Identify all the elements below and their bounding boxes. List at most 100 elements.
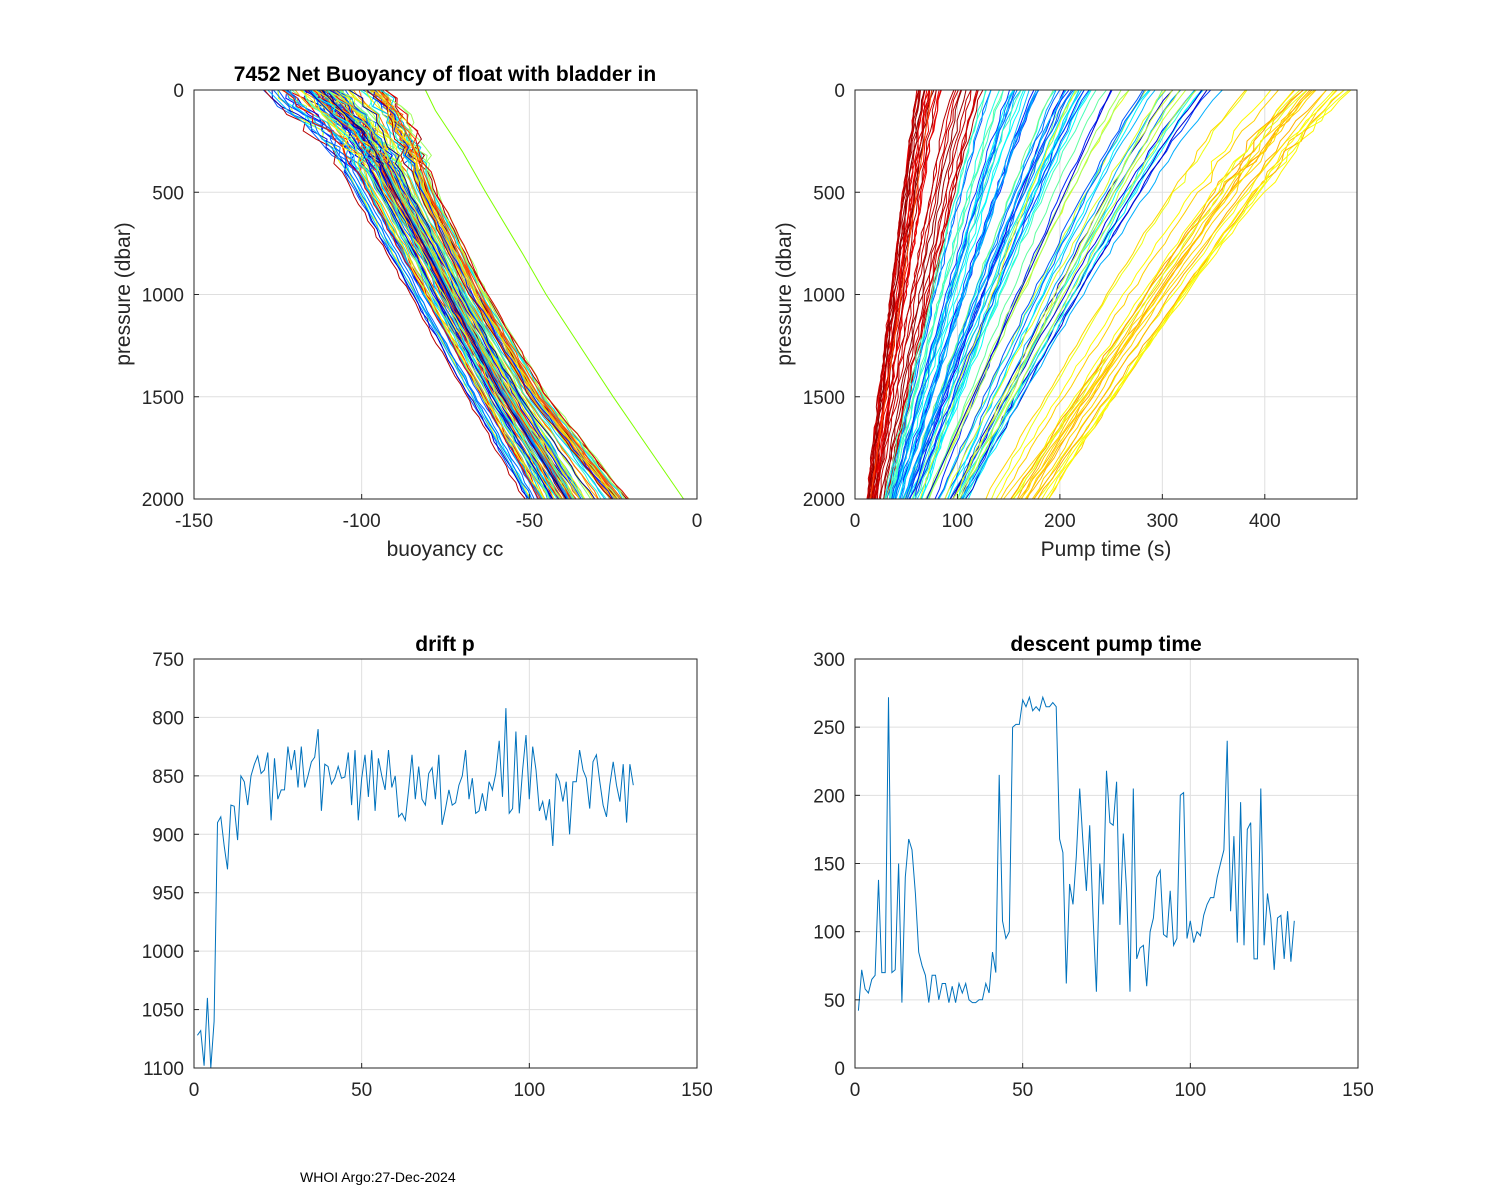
buoyancy-profile-line: [299, 89, 545, 500]
pumptime-profile-line: [878, 89, 962, 500]
pumptime-xtick-label-0: 0: [850, 511, 861, 532]
buoyancy-rep-profile-6: [424, 89, 685, 500]
buoyancy-xtick-label-3: 0: [692, 511, 703, 532]
pumptime-ytick-label-4: 2000: [803, 490, 845, 511]
buoyancy-rep-profile-0: [267, 89, 530, 500]
buoyancy-ytick-label-0: 0: [173, 81, 184, 102]
pumptime-rep-profile-4: [1003, 89, 1327, 500]
driftp-ytick-label-0: 750: [152, 650, 184, 671]
buoyancy-profile-line: [302, 89, 552, 500]
buoyancy-profile-line: [377, 89, 623, 500]
driftp-gridlines: [193, 658, 698, 1069]
descentpump-ytick-label-6: 300: [813, 650, 845, 671]
pumptime-rep-profile-0: [869, 89, 933, 500]
descentpump-xtick-label-3: 150: [1342, 1080, 1374, 1101]
descentpump-line: [857, 695, 1295, 1011]
driftp-ytick-label-3: 900: [152, 825, 184, 846]
pumptime-profile-line: [1010, 89, 1295, 500]
descentpump-ticks: 0 50 100 150 0 50 100 150 200 250 300: [813, 650, 1374, 1101]
descentpump-ytick-label-3: 150: [813, 855, 845, 876]
pumptime-profile-line: [909, 89, 1076, 500]
pumptime-profile-line: [906, 89, 1073, 500]
pumptime-profile-line: [902, 89, 1057, 500]
pumptime-profile-line: [1026, 89, 1311, 500]
buoyancy-profile-line: [263, 89, 526, 500]
pumptime-profile-line: [884, 89, 986, 500]
pumptime-profile-line: [916, 89, 1091, 500]
pumptime-profile-line: [875, 89, 942, 500]
descentpump-xtick-label-0: 0: [850, 1080, 861, 1101]
descentpump-panel: descent pump time 0 50 100 150 0 50 100 150 200 2…: [813, 633, 1374, 1101]
footer-text: WHOI Argo:27-Dec-2024: [300, 1169, 456, 1185]
pumptime-xtick-label-4: 400: [1249, 511, 1281, 532]
pumptime-profile-line: [1010, 89, 1304, 500]
pumptime-profile-line: [870, 89, 931, 500]
pumptime-profile-line: [898, 89, 1026, 500]
pumptime-panel: 0 100 200 300 400 0 500 1000 1500 2000 Pump time …: [773, 81, 1358, 561]
driftp-xtick-label-1: 50: [351, 1080, 372, 1101]
buoyancy-ytick-label-1: 500: [152, 183, 184, 204]
descentpump-ytick-label-2: 100: [813, 923, 845, 944]
pumptime-rep-profile-3: [956, 89, 1163, 500]
pumptime-profile-line: [947, 89, 1156, 500]
buoyancy-rep-profile-2: [321, 89, 567, 500]
descentpump-title: descent pump time: [1010, 633, 1201, 656]
buoyancy-ylabel: pressure (dbar): [112, 222, 135, 366]
buoyancy-profile-line: [365, 89, 613, 500]
pumptime-profiles: [866, 89, 1352, 500]
pumptime-ytick-label-3: 1500: [803, 388, 845, 409]
buoyancy-profile-line: [369, 89, 617, 500]
buoyancy-title: 7452 Net Buoyancy of float with bladder …: [234, 63, 656, 86]
pumptime-profile-line: [956, 89, 1187, 500]
pumptime-profile-line: [944, 89, 1166, 500]
pumptime-profile-line: [947, 89, 1151, 500]
descentpump-ytick-label-0: 0: [834, 1059, 845, 1080]
buoyancy-profile-line: [327, 89, 576, 500]
pumptime-ticks: 0 100 200 300 400 0 500 1000 1500 2000: [803, 81, 1281, 532]
buoyancy-panel: 7452 Net Buoyancy of float with bladder …: [112, 63, 702, 561]
pumptime-profile-line: [964, 89, 1208, 500]
buoyancy-profiles: [262, 89, 685, 500]
pumptime-profile-line: [876, 89, 959, 500]
pumptime-profile-line: [873, 89, 937, 500]
pumptime-ytick-label-0: 0: [834, 81, 845, 102]
buoyancy-profile-line: [311, 89, 558, 500]
buoyancy-xlabel: buoyancy cc: [387, 538, 504, 561]
pumptime-profile-line: [1033, 89, 1327, 500]
descentpump-gridlines: [854, 658, 1359, 1069]
pumptime-profile-line: [914, 89, 1097, 500]
pumptime-profile-line: [889, 89, 1004, 500]
driftp-xtick-label-2: 100: [513, 1080, 545, 1101]
pumptime-profile-line: [995, 89, 1272, 500]
pumptime-profile-line: [867, 89, 920, 500]
pumptime-profile-line: [964, 89, 1196, 500]
buoyancy-ytick-label-3: 1500: [142, 388, 184, 409]
pumptime-profile-line: [902, 89, 1067, 500]
pumptime-ytick-label-2: 1000: [803, 286, 845, 307]
pumptime-rep-profile-2: [926, 89, 1112, 500]
pumptime-profile-line: [1020, 89, 1308, 500]
buoyancy-profile-line: [273, 89, 533, 500]
pumptime-profile-line: [1037, 89, 1345, 500]
pumptime-profile-line: [892, 89, 1018, 500]
buoyancy-profile-line: [319, 89, 562, 500]
pumptime-profile-line: [921, 89, 1092, 500]
driftp-series: [196, 708, 634, 1069]
driftp-axes-box: [193, 658, 698, 1069]
pumptime-profile-line: [1000, 89, 1279, 500]
pumptime-profile-line: [934, 89, 1113, 500]
pumptime-profile-line: [868, 89, 926, 500]
descentpump-ytick-label-5: 250: [813, 718, 845, 739]
pumptime-profile-line: [991, 89, 1248, 500]
pumptime-xtick-label-3: 300: [1146, 511, 1178, 532]
descentpump-ytick-label-1: 50: [824, 991, 845, 1012]
descentpump-ytick-label-4: 200: [813, 786, 845, 807]
pumptime-xtick-label-2: 200: [1044, 511, 1076, 532]
pumptime-profile-line: [879, 89, 963, 500]
driftp-title: drift p: [415, 633, 474, 656]
pumptime-profile-line: [874, 89, 955, 500]
driftp-ytick-label-7: 1100: [143, 1059, 184, 1080]
buoyancy-profile-line: [332, 89, 582, 500]
pumptime-profile-line: [962, 89, 1223, 500]
buoyancy-rep-profile-1: [307, 89, 554, 500]
